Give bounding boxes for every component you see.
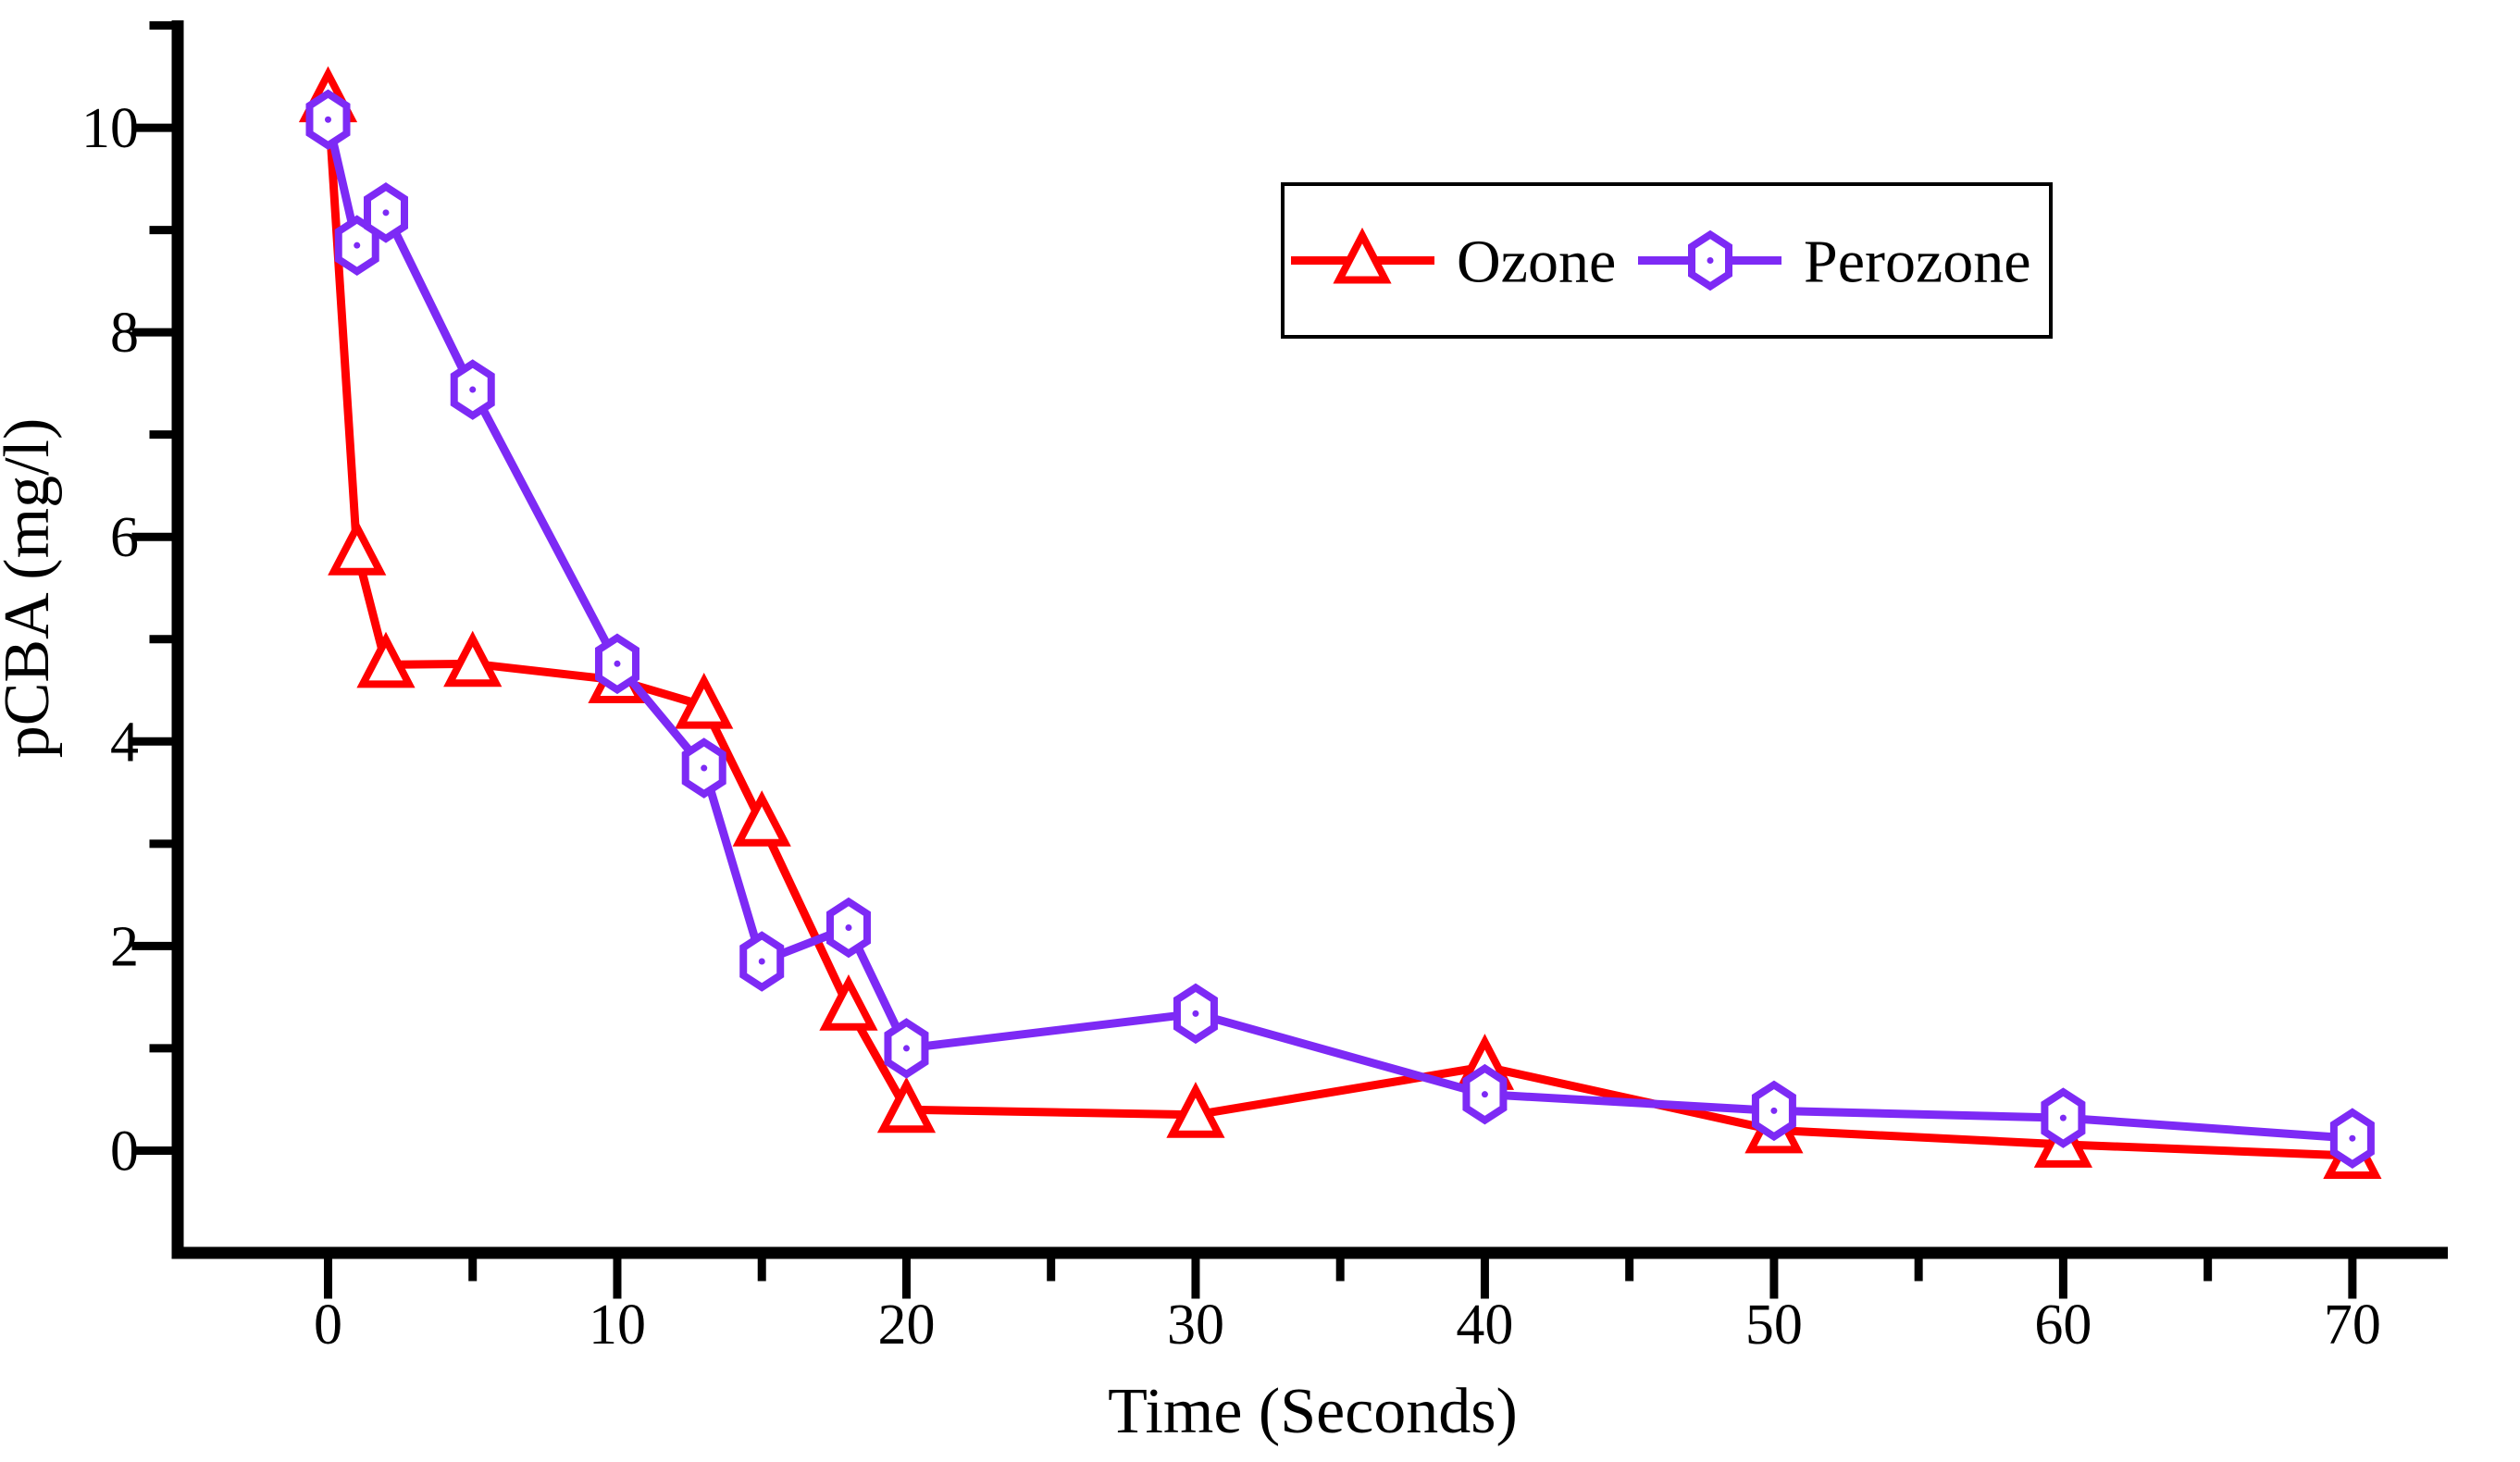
triangle-marker — [675, 672, 734, 729]
x-tick-label: 70 — [2324, 1294, 2381, 1357]
x-tick-label: 60 — [2034, 1294, 2092, 1357]
x-tick-label: 30 — [1167, 1294, 1224, 1357]
x-tick-label: 40 — [1456, 1294, 1513, 1357]
y-tick-label: 0 — [110, 1120, 139, 1183]
hexagon-center-dot — [1707, 257, 1714, 264]
hexagon-center-dot — [902, 1045, 910, 1052]
triangle-marker — [356, 631, 416, 688]
hexagon-center-dot — [758, 958, 765, 965]
y-axis-title: pCBA (mg/l) — [0, 418, 63, 759]
triangle-marker — [732, 790, 791, 847]
y-tick-label: 2 — [110, 915, 139, 978]
triangle-marker — [328, 519, 387, 576]
y-tick-label: 8 — [110, 302, 139, 365]
y-tick-label: 6 — [110, 506, 139, 569]
triangle-marker — [819, 974, 878, 1031]
perozone-line — [324, 118, 2353, 1143]
legend-label-ozone: Ozone — [1457, 229, 1616, 296]
hexagon-center-dot — [1481, 1091, 1488, 1098]
hexagon-center-dot — [469, 386, 477, 393]
x-tick-label: 20 — [877, 1294, 935, 1357]
hexagon-center-dot — [845, 923, 852, 931]
hexagon-center-dot — [614, 660, 621, 667]
hexagon-center-dot — [701, 764, 708, 772]
x-axis-title: Time (Seconds) — [1108, 1376, 1518, 1447]
series-perozone — [305, 89, 2375, 1169]
hexagon-center-dot — [324, 116, 331, 123]
axes: 0 10 20 30 40 50 60 70 0 2 4 6 8 10 — [81, 20, 2448, 1357]
hexagon-center-dot — [382, 209, 390, 217]
hexagon-center-dot — [354, 242, 361, 249]
y-tick-label: 10 — [81, 97, 139, 160]
y-tick-label: 4 — [110, 711, 139, 774]
x-tick-label: 10 — [589, 1294, 646, 1357]
hexagon-center-dot — [1192, 1010, 1199, 1017]
legend: Ozone Perozone — [1281, 182, 2053, 339]
hexagon-center-dot — [1770, 1107, 1778, 1114]
x-tick-label: 0 — [314, 1294, 342, 1357]
legend-label-perozone: Perozone — [1804, 229, 2031, 296]
triangle-marker — [443, 630, 503, 688]
triangle-marker — [1333, 227, 1392, 284]
triangle-marker — [1166, 1082, 1225, 1138]
triangle-marker — [876, 1076, 937, 1134]
hexagon-center-dot — [2349, 1134, 2356, 1142]
x-tick-label: 50 — [1745, 1294, 1803, 1357]
hexagon-center-dot — [2059, 1114, 2067, 1121]
